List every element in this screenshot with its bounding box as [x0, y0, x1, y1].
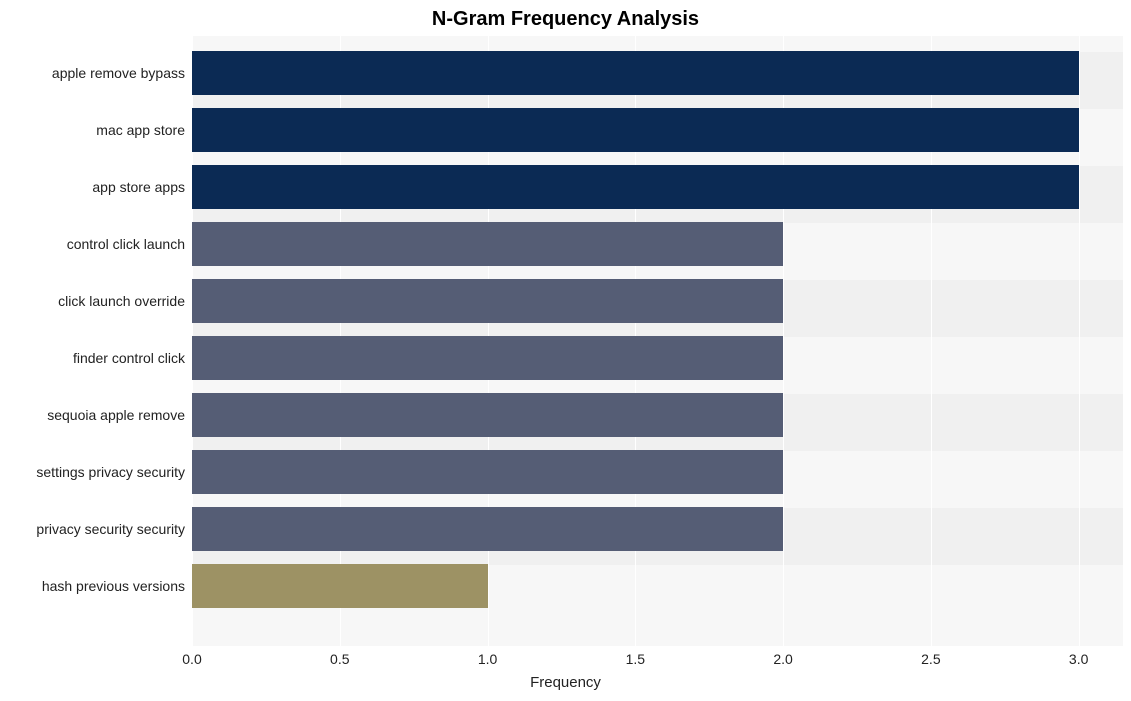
ngram-frequency-chart: N-Gram Frequency Analysis apple remove b… [0, 0, 1131, 701]
bar [192, 507, 783, 551]
bar [192, 51, 1079, 95]
y-tick-label: mac app store [0, 123, 185, 137]
bar [192, 279, 783, 323]
x-tick-label: 1.5 [626, 652, 645, 666]
plot-area [192, 36, 1123, 646]
y-tick-label: sequoia apple remove [0, 408, 185, 422]
y-tick-label: app store apps [0, 180, 185, 194]
chart-title: N-Gram Frequency Analysis [0, 8, 1131, 31]
y-tick-label: hash previous versions [0, 579, 185, 593]
bar [192, 393, 783, 437]
bar [192, 564, 488, 608]
bar [192, 165, 1079, 209]
bar [192, 108, 1079, 152]
bar [192, 222, 783, 266]
bar [192, 450, 783, 494]
y-tick-label: click launch override [0, 294, 185, 308]
x-tick-label: 0.0 [182, 652, 201, 666]
x-tick-label: 2.5 [921, 652, 940, 666]
y-tick-label: control click launch [0, 237, 185, 251]
x-axis-label: Frequency [0, 674, 1131, 691]
y-tick-label: privacy security security [0, 522, 185, 536]
y-tick-label: apple remove bypass [0, 66, 185, 80]
x-tick-label: 1.0 [478, 652, 497, 666]
x-tick-label: 3.0 [1069, 652, 1088, 666]
x-tick-label: 2.0 [773, 652, 792, 666]
x-tick-label: 0.5 [330, 652, 349, 666]
grid-line [1079, 36, 1080, 646]
bar [192, 336, 783, 380]
y-tick-label: finder control click [0, 351, 185, 365]
y-tick-label: settings privacy security [0, 465, 185, 479]
